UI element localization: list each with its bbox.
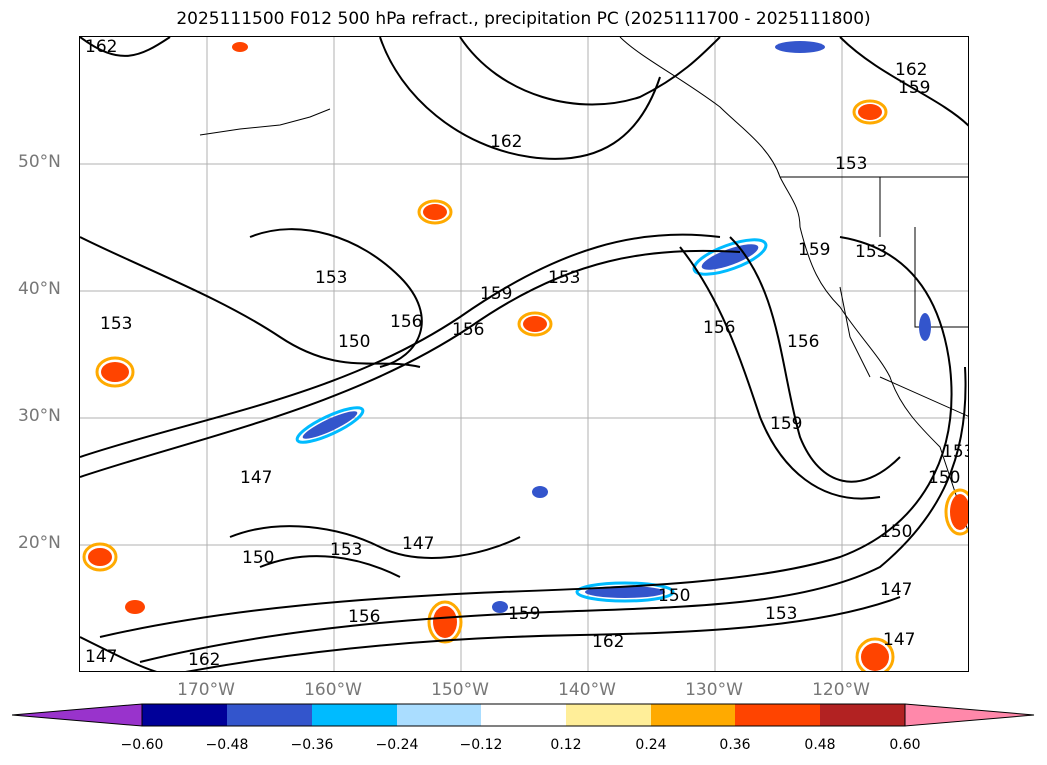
contour-label: 150 — [338, 332, 370, 352]
contour-label: 153 — [548, 268, 580, 288]
contour-label: 150 — [928, 468, 960, 488]
colorbar-tick: 0.12 — [550, 737, 582, 753]
lon-label-140w: 140°W — [558, 680, 616, 700]
colorbar-segment — [481, 704, 566, 726]
contour-label: 159 — [508, 604, 540, 624]
contour-label: 156 — [452, 320, 484, 340]
contour-label: 147 — [402, 534, 434, 554]
colorbar-segment — [312, 704, 397, 726]
colorbar-segment — [651, 704, 735, 726]
colorbar-segment — [227, 704, 312, 726]
map-panel: 162 162 159 162 153 153 150 156 159 153 … — [79, 36, 969, 672]
colorbar-tick: −0.12 — [459, 737, 503, 753]
contour-label: 159 — [898, 78, 930, 98]
colorbar-segment — [566, 704, 651, 726]
lon-label-150w: 150°W — [431, 680, 489, 700]
contour-label: 159 — [770, 414, 802, 434]
contour-label: 162 — [85, 37, 117, 57]
contour-label: 150 — [242, 548, 274, 568]
colorbar-segment — [735, 704, 820, 726]
lon-label-130w: 130°W — [685, 680, 743, 700]
contour-label: 153 — [330, 540, 362, 560]
contour-label: 150 — [880, 522, 912, 542]
lat-label-30n: 30°N — [18, 406, 61, 426]
colorbar-tick: 0.24 — [635, 737, 667, 753]
contour-label: 156 — [703, 318, 735, 338]
map-title: 2025111500 F012 500 hPa refract., precip… — [176, 9, 871, 29]
colorbar-tick: −0.60 — [120, 737, 164, 753]
contour-label: 147 — [880, 580, 912, 600]
colorbar-tick: −0.36 — [290, 737, 334, 753]
contour-label: 153 — [942, 442, 969, 462]
contour-label: 153 — [835, 154, 867, 174]
lon-label-120w: 120°W — [812, 680, 870, 700]
contour-label: 147 — [883, 630, 915, 650]
contour-label: 162 — [490, 132, 522, 152]
colorbar-extend-high — [904, 703, 1035, 727]
lat-label-20n: 20°N — [18, 533, 61, 553]
colorbar — [12, 703, 1035, 727]
colorbar-extend-low — [12, 703, 143, 727]
colorbar-tick: −0.48 — [205, 737, 249, 753]
colorbar-tick: 0.36 — [719, 737, 751, 753]
contour-label: 147 — [240, 468, 272, 488]
coastline — [199, 37, 968, 533]
colorbar-tick: 0.60 — [889, 737, 921, 753]
contour-label: 162 — [895, 60, 927, 80]
contour-label: 159 — [798, 240, 830, 260]
contour-label: 153 — [100, 314, 132, 334]
refractivity-contours — [80, 37, 968, 671]
map-canvas: 162 162 159 162 153 153 150 156 159 153 … — [80, 37, 969, 671]
contour-label: 156 — [787, 332, 819, 352]
contour-label: 147 — [85, 647, 117, 667]
lon-label-170w: 170°W — [177, 680, 235, 700]
contour-label: 162 — [592, 632, 624, 652]
contour-label: 153 — [855, 242, 887, 262]
lon-label-160w: 160°W — [304, 680, 362, 700]
contour-label: 156 — [348, 607, 380, 627]
colorbar-segment — [142, 704, 227, 726]
contour-label: 153 — [315, 268, 347, 288]
colorbar-tick: −0.24 — [375, 737, 419, 753]
contour-labels: 162 162 159 162 153 153 150 156 159 153 … — [85, 37, 969, 670]
contour-label: 153 — [765, 604, 797, 624]
lat-label-50n: 50°N — [18, 152, 61, 172]
colorbar-segment — [820, 704, 905, 726]
contour-label: 156 — [390, 312, 422, 332]
contour-label: 162 — [188, 650, 220, 670]
lat-label-40n: 40°N — [18, 279, 61, 299]
contour-label: 159 — [480, 284, 512, 304]
contour-label: 150 — [658, 586, 690, 606]
graticule — [80, 37, 968, 671]
precipitation-shading — [82, 41, 968, 671]
colorbar-segment — [397, 704, 481, 726]
colorbar-tick: 0.48 — [804, 737, 836, 753]
